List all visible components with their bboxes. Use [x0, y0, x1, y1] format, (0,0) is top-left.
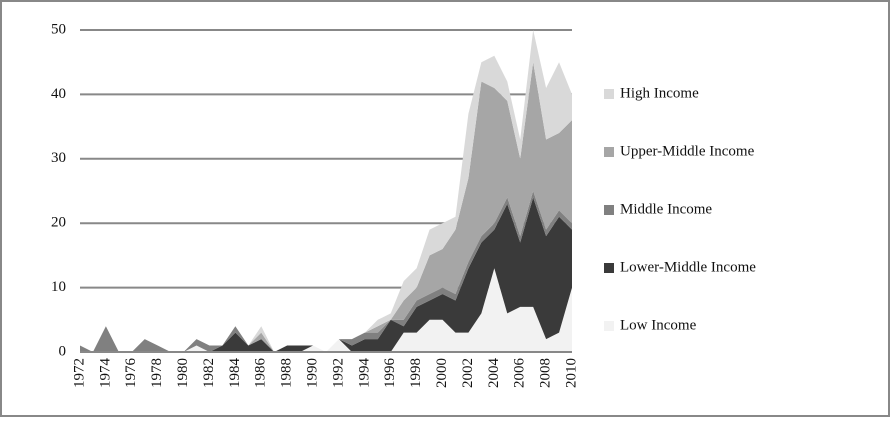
x-tick-label: 2010 [563, 358, 579, 388]
x-tick-label: 1972 [71, 358, 87, 388]
x-tick-label: 2006 [512, 358, 528, 389]
y-tick-label: 50 [51, 21, 66, 37]
y-tick-label: 10 [51, 279, 66, 295]
x-tick-label: 1982 [201, 358, 217, 388]
x-tick-label: 1980 [175, 358, 191, 388]
legend-label: Low Income [620, 317, 697, 333]
legend-swatch [604, 263, 614, 273]
legend-swatch [604, 321, 614, 331]
legend-swatch [604, 89, 614, 99]
x-tick-label: 2002 [460, 358, 476, 388]
x-tick-label: 2000 [434, 358, 450, 388]
legend-label: Upper-Middle Income [620, 143, 755, 159]
y-tick-label: 40 [51, 86, 66, 102]
legend-label: Middle Income [620, 201, 712, 217]
area [80, 62, 572, 352]
x-tick-label: 1974 [97, 358, 113, 389]
legend-label: Lower-Middle Income [620, 259, 756, 275]
legend-swatch [604, 205, 614, 215]
y-tick-label: 30 [51, 150, 66, 166]
x-tick-label: 2008 [538, 358, 554, 388]
x-tick-label: 1978 [149, 358, 165, 388]
x-tick-label: 1986 [253, 358, 269, 389]
x-tick-label: 1976 [123, 358, 139, 389]
x-tick-label: 1996 [382, 358, 398, 389]
area [80, 268, 572, 352]
x-tick-label: 2004 [486, 358, 502, 389]
area [80, 197, 572, 352]
x-tick-label: 1990 [304, 358, 320, 388]
legend-swatch [604, 147, 614, 157]
x-tick-label: 1988 [279, 358, 295, 388]
x-tick-label: 1998 [408, 358, 424, 388]
x-tick-label: 1992 [330, 358, 346, 388]
x-tick-label: 1984 [227, 358, 243, 389]
x-tick-label: 1994 [356, 358, 372, 389]
y-tick-label: 20 [51, 215, 66, 231]
legend-label: High Income [620, 85, 699, 101]
y-tick-label: 0 [59, 343, 67, 359]
